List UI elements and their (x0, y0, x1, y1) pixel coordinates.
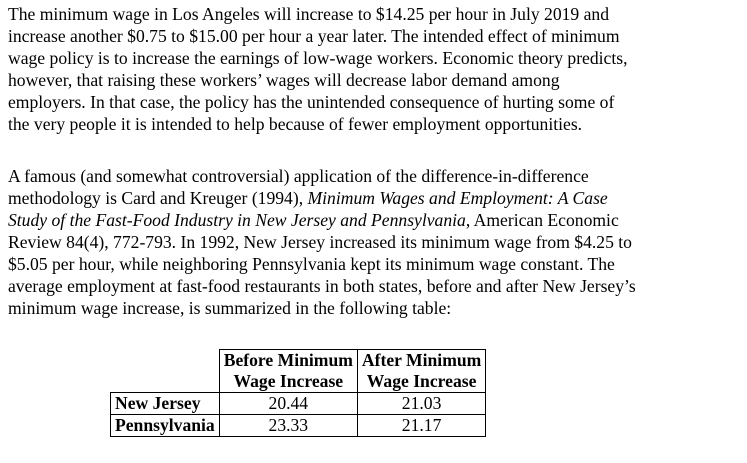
table-cell: 23.33 (218, 414, 358, 437)
header-line: Before Minimum (223, 350, 353, 370)
header-line: Wage Increase (366, 371, 477, 391)
paragraph: A famous (and somewhat controversial) ap… (8, 165, 738, 319)
empty-cell (111, 350, 220, 393)
text-run: employers. In that case, the policy has … (8, 92, 615, 112)
table-cell: 21.03 (356, 392, 487, 415)
text-line: increase another $0.75 to $15.00 per hou… (8, 25, 738, 47)
text-run: , American Economic (465, 210, 619, 230)
table-row: Pennsylvania 23.33 21.17 (110, 414, 487, 437)
text-line: The minimum wage in Los Angeles will inc… (8, 3, 738, 25)
table-cell: 20.44 (218, 392, 358, 415)
row-header: New Jersey (110, 392, 220, 415)
header-line: Wage Increase (233, 371, 344, 391)
text-line: employers. In that case, the policy has … (8, 91, 738, 113)
paragraph: The minimum wage in Los Angeles will inc… (8, 3, 738, 135)
text-run: A famous (and somewhat controversial) ap… (8, 166, 589, 186)
table-row: New Jersey 20.44 21.03 (110, 392, 487, 415)
text-line: the very people it is intended to help b… (8, 113, 738, 135)
table-cell: 21.17 (356, 414, 487, 437)
text-run: wage policy is to increase the earnings … (8, 48, 628, 68)
text-line: Study of the Fast-Food Industry in New J… (8, 209, 738, 231)
header-line: After Minimum (361, 350, 482, 370)
text-line: methodology is Card and Kreuger (1994), … (8, 187, 738, 209)
text-line: however, that raising these workers’ wag… (8, 69, 738, 91)
text-line: Review 84(4), 772-793. In 1992, New Jers… (8, 231, 738, 253)
text-run: average employment at fast-food restaura… (8, 276, 636, 296)
row-header: Pennsylvania (110, 414, 220, 437)
text-run: the very people it is intended to help b… (8, 114, 583, 134)
text-run: $5.05 per hour, while neighboring Pennsy… (8, 254, 615, 274)
text-line: $5.05 per hour, while neighboring Pennsy… (8, 253, 738, 275)
italic-text: Study of the Fast-Food Industry in New J… (8, 210, 466, 230)
text-run: Review 84(4), 772-793. In 1992, New Jers… (8, 232, 632, 252)
data-table: Before Minimum Wage Increase After Minimum… (110, 349, 487, 437)
text-run: minimum wage increase, is summarized in … (8, 298, 452, 318)
text-line: average employment at fast-food restaura… (8, 275, 738, 297)
text-line: minimum wage increase, is summarized in … (8, 297, 738, 319)
text-run: increase another $0.75 to $15.00 per hou… (8, 26, 620, 46)
italic-text: Minimum Wages and Employment: A Case (307, 188, 608, 208)
header-row: Before Minimum Wage Increase After Minimum… (111, 349, 487, 393)
text-line: A famous (and somewhat controversial) ap… (8, 165, 738, 187)
text-line: wage policy is to increase the earnings … (8, 47, 738, 69)
column-header: Before Minimum Wage Increase (218, 349, 358, 393)
text-run: however, that raising these workers’ wag… (8, 70, 560, 90)
text-run: methodology is Card and Kreuger (1994), (8, 188, 308, 208)
column-header: After Minimum Wage Increase (356, 349, 487, 393)
text-run: The minimum wage in Los Angeles will inc… (8, 4, 610, 24)
